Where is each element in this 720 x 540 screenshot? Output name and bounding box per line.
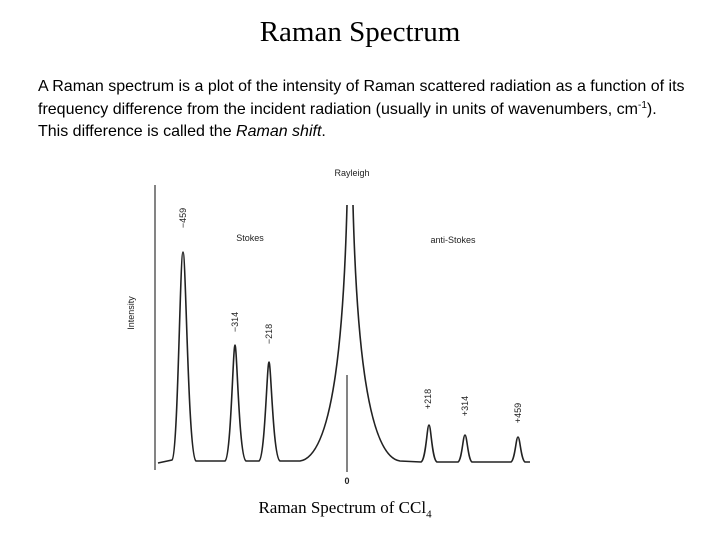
subscript: 4 [426,508,432,521]
slide-title: Raman Spectrum [259,16,461,48]
paragraph: A Raman spectrum is a plot of the intens… [38,76,688,144]
y-axis-label: Intensity [126,296,136,330]
text: . [321,123,326,140]
anti-stokes-label: anti-Stokes [430,235,476,245]
origin-label: 0 [344,476,349,486]
caption: Raman Spectrum of CCl4 [190,498,500,520]
text: A Raman spectrum is a plot of the intens… [38,78,685,118]
peak-label: +314 [460,396,470,416]
spectrum-curve [157,204,530,464]
rayleigh-label: Rayleigh [334,168,369,178]
caption-text: Raman Spectrum of CCl [258,498,427,517]
peak-label: −459 [178,208,188,228]
peak-label: −218 [264,324,274,344]
text: ). This difference is called the [38,100,657,141]
peak-label: −314 [230,312,240,332]
superscript: -1 [638,99,647,111]
stokes-label: Stokes [236,233,264,243]
peak-label: +218 [423,389,433,409]
emphasis: Raman shift [236,123,322,140]
peak-label: +459 [513,403,523,423]
